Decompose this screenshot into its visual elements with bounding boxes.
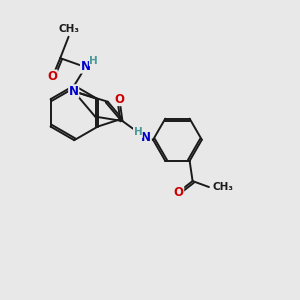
Text: O: O [115,92,124,106]
Text: N: N [69,85,79,98]
Text: N: N [141,131,151,144]
Text: H: H [89,56,98,65]
Text: O: O [47,70,57,83]
Text: CH₃: CH₃ [212,182,233,192]
Text: H: H [134,127,142,137]
Text: N: N [80,60,91,73]
Text: CH₃: CH₃ [58,24,79,34]
Text: O: O [174,186,184,199]
